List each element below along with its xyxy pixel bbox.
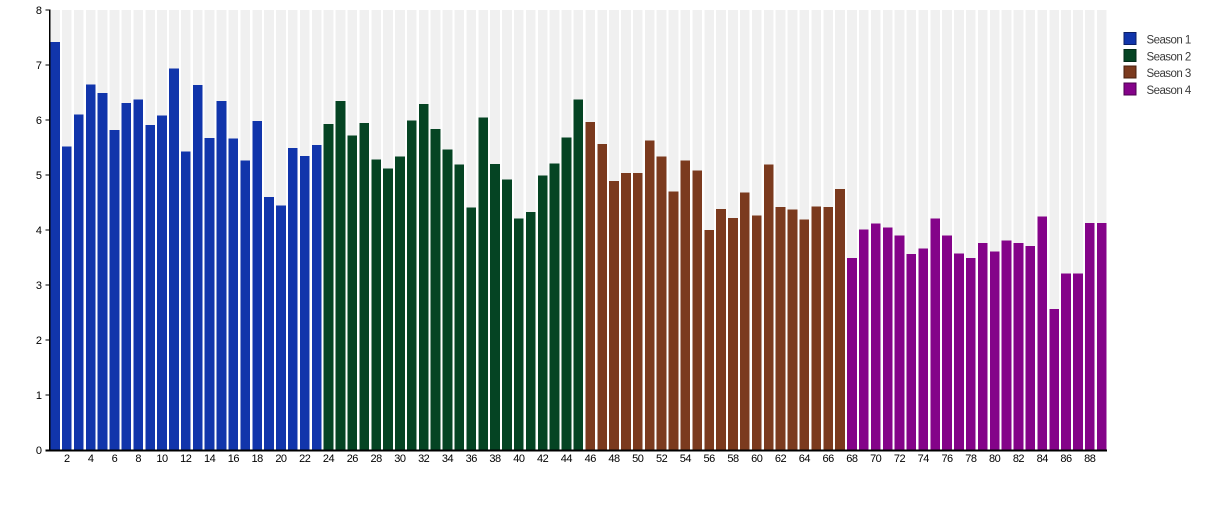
svg-text:26: 26 (347, 453, 359, 465)
svg-text:86: 86 (1060, 453, 1072, 465)
svg-text:16: 16 (228, 453, 240, 465)
svg-text:38: 38 (489, 453, 501, 465)
svg-text:24: 24 (323, 453, 335, 465)
svg-text:6: 6 (112, 453, 118, 465)
svg-text:56: 56 (704, 453, 716, 465)
svg-text:54: 54 (680, 453, 692, 465)
svg-text:8: 8 (36, 5, 42, 17)
svg-text:6: 6 (36, 115, 42, 127)
svg-text:60: 60 (751, 453, 763, 465)
svg-text:68: 68 (846, 453, 858, 465)
svg-text:80: 80 (989, 453, 1001, 465)
svg-text:44: 44 (561, 453, 573, 465)
svg-text:46: 46 (585, 453, 597, 465)
svg-text:14: 14 (204, 453, 216, 465)
svg-text:2: 2 (64, 453, 70, 465)
svg-text:2: 2 (36, 335, 42, 347)
svg-text:Season 4: Season 4 (1147, 85, 1192, 97)
svg-text:28: 28 (370, 453, 382, 465)
svg-text:8: 8 (135, 453, 141, 465)
svg-text:36: 36 (466, 453, 478, 465)
svg-text:50: 50 (632, 453, 644, 465)
svg-text:40: 40 (513, 453, 525, 465)
svg-text:12: 12 (180, 453, 192, 465)
svg-text:74: 74 (918, 453, 930, 465)
svg-text:7: 7 (36, 60, 42, 72)
svg-text:Season 3: Season 3 (1147, 68, 1191, 80)
svg-text:20: 20 (275, 453, 287, 465)
svg-text:32: 32 (418, 453, 430, 465)
svg-text:72: 72 (894, 453, 906, 465)
svg-text:Season 2: Season 2 (1147, 51, 1191, 63)
svg-text:10: 10 (156, 453, 168, 465)
svg-text:Season 1: Season 1 (1147, 35, 1191, 47)
svg-text:22: 22 (299, 453, 311, 465)
svg-text:42: 42 (537, 453, 549, 465)
svg-text:88: 88 (1084, 453, 1096, 465)
svg-text:1: 1 (36, 390, 42, 402)
svg-text:4: 4 (88, 453, 94, 465)
svg-text:0: 0 (36, 445, 42, 457)
svg-text:76: 76 (941, 453, 953, 465)
svg-text:48: 48 (608, 453, 620, 465)
svg-text:4: 4 (36, 225, 42, 237)
svg-text:18: 18 (252, 453, 264, 465)
svg-text:5: 5 (36, 170, 42, 182)
svg-text:82: 82 (1013, 453, 1025, 465)
svg-text:3: 3 (36, 280, 42, 292)
svg-text:70: 70 (870, 453, 882, 465)
svg-text:62: 62 (775, 453, 787, 465)
svg-text:52: 52 (656, 453, 668, 465)
svg-text:30: 30 (394, 453, 406, 465)
svg-text:84: 84 (1037, 453, 1049, 465)
svg-text:58: 58 (727, 453, 739, 465)
svg-text:78: 78 (965, 453, 977, 465)
svg-text:66: 66 (822, 453, 834, 465)
svg-text:64: 64 (799, 453, 811, 465)
svg-text:34: 34 (442, 453, 454, 465)
